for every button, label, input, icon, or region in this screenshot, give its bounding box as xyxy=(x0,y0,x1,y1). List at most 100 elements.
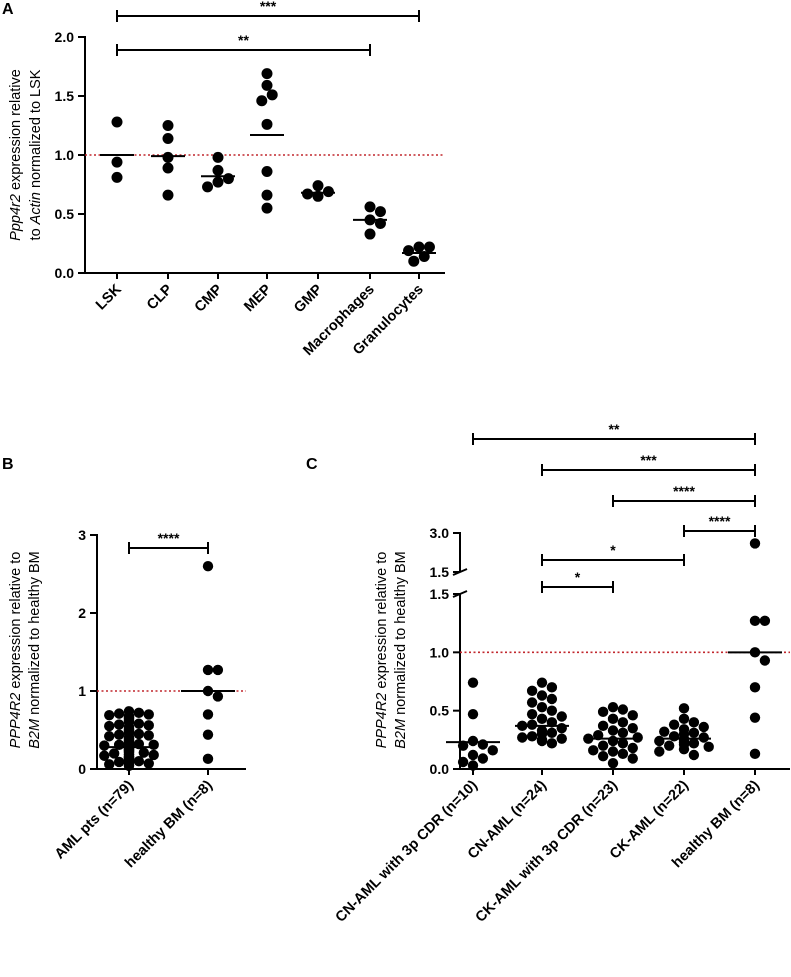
panel-c-ytick-lower-label-0-5: 0.5 xyxy=(430,703,450,719)
panel-c-sig-label-3: **** xyxy=(709,513,731,529)
panel-c-ytick-lower-label-0-0: 0.0 xyxy=(430,761,450,777)
panel-c-dot-cn-aml-with-3p-cdr-n-10-9 xyxy=(467,760,479,771)
panel-c-dot-ck-aml-with-3p-cdr-n-23-2 xyxy=(597,706,609,718)
panel-b-dot-aml-pts-n-79-28 xyxy=(104,731,115,742)
panel-b-ytick-label-2: 2 xyxy=(78,605,86,621)
panel-c-dot-healthy-bm-n-8-7 xyxy=(749,748,761,760)
panel-c-dot-cn-aml-n-24-22 xyxy=(536,735,548,747)
panel-b-dot-aml-pts-n-79-41 xyxy=(148,739,159,751)
panel-c-dot-cn-aml-n-24-4 xyxy=(546,693,558,705)
panel-b-plot: 0 1 2 3 **** AML pts (n=79)healthy BM (n=8) xyxy=(52,527,246,871)
panel-a-ylabel-gene: Ppp4r2 xyxy=(8,194,24,241)
panel-a-label: A xyxy=(2,1,14,18)
panel-b-sig-label-0: **** xyxy=(158,530,180,546)
panel-c-dot-healthy-bm-n-8-6 xyxy=(749,712,761,723)
panel-c-dot-ck-aml-n-22-6 xyxy=(659,726,670,737)
panel-a-dot-mep-1 xyxy=(261,79,273,91)
panel-a-dot-cmp-3 xyxy=(212,176,224,188)
panel-c-dot-cn-aml-n-24-2 xyxy=(526,685,538,697)
panel-b-dot-aml-pts-n-79-3 xyxy=(143,709,154,720)
panel-c-sig-label-0: ** xyxy=(609,421,620,437)
panel-c-dot-cn-aml-n-24-10 xyxy=(536,713,548,725)
panel-c-dot-healthy-bm-n-8-4 xyxy=(759,655,771,666)
panel-c-dot-ck-aml-with-3p-cdr-n-23-14 xyxy=(617,738,629,749)
panel-a-dot-granulocytes-0 xyxy=(413,241,425,253)
panel-c-dot-ck-aml-with-3p-cdr-n-23-13 xyxy=(607,735,619,747)
panel-b-dot-aml-pts-n-79-15 xyxy=(143,720,154,731)
panel-c-dot-ck-aml-with-3p-cdr-n-23-15 xyxy=(597,740,609,751)
panel-c-dot-ck-aml-with-3p-cdr-n-23-1 xyxy=(617,704,629,715)
panel-b-ylabel-text1: expression relative to xyxy=(8,552,24,693)
panel-b-dot-aml-pts-n-79-61 xyxy=(99,750,110,761)
panel-c-dot-ck-aml-with-3p-cdr-n-23-8 xyxy=(607,725,619,736)
panel-c-dot-cn-aml-n-24-23 xyxy=(546,738,558,749)
panel-b-dot-aml-pts-n-79-57 xyxy=(108,748,120,759)
panel-c-dot-cn-aml-n-24-7 xyxy=(546,705,558,716)
panel-a-dot-clp-0 xyxy=(162,120,174,131)
panel-b-ytick-label-3: 3 xyxy=(78,527,86,543)
panel-c-sig-label-2: **** xyxy=(673,483,695,499)
panel-c-dot-ck-aml-with-3p-cdr-n-23-0 xyxy=(607,701,619,713)
panel-c-ytick-lower-label-1-5: 1.5 xyxy=(430,586,450,602)
panel-a-category-clp: CLP xyxy=(144,281,176,313)
panel-a-category-mep: MEP xyxy=(241,281,275,315)
panel-b-dot-aml-pts-n-79-75 xyxy=(143,758,154,769)
panel-b-dot-healthy-bm-n-8-4 xyxy=(212,691,224,702)
panel-b-dot-aml-pts-n-79-14 xyxy=(113,719,125,730)
panel-c-dot-ck-aml-with-3p-cdr-n-23-21 xyxy=(627,753,638,764)
panel-a-dot-mep-4 xyxy=(261,118,273,130)
panel-a-dot-mep-2 xyxy=(266,89,278,101)
panel-a-ytick-label-1-0: 1.0 xyxy=(55,147,75,163)
panel-c-ylabel-text1: expression relative to xyxy=(374,552,390,693)
panel-c-dot-ck-aml-n-22-2 xyxy=(688,717,700,728)
panel-c-dot-cn-aml-with-3p-cdr-n-10-2 xyxy=(477,739,489,750)
panel-b-category-healthy-bm-n-8: healthy BM (n=8) xyxy=(122,777,216,871)
panel-c-dot-healthy-bm-n-8-0 xyxy=(749,538,761,549)
panel-c-dot-cn-aml-n-24-6 xyxy=(536,701,548,713)
panel-c-dot-ck-aml-n-22-17 xyxy=(663,740,675,751)
panel-b-dot-aml-pts-n-79-25 xyxy=(133,728,145,740)
panel-a-ylabel-line1: Ppp4r2 expression relative xyxy=(8,69,24,241)
panel-a-dot-cmp-4 xyxy=(202,181,214,193)
panel-a-dot-lsk-0 xyxy=(111,116,123,128)
panel-c-dot-ck-aml-with-3p-cdr-n-23-7 xyxy=(627,722,638,734)
panel-a-dot-clp-3 xyxy=(162,162,174,174)
panel-b-dot-aml-pts-n-79-26 xyxy=(113,729,125,740)
panel-c-dot-ck-aml-n-22-18 xyxy=(703,741,714,753)
panel-c-dot-ck-aml-with-3p-cdr-n-23-22 xyxy=(607,757,619,769)
panel-a-sig-label-1: ** xyxy=(238,32,249,48)
panel-c-sig-label-1: *** xyxy=(640,452,657,468)
panel-a-dot-lsk-2 xyxy=(111,171,123,183)
panel-c-dot-ck-aml-with-3p-cdr-n-23-3 xyxy=(627,710,638,721)
panel-b-dot-healthy-bm-n-8-5 xyxy=(202,709,214,720)
panel-b-dot-aml-pts-n-79-60 xyxy=(148,749,159,761)
panel-c-dot-ck-aml-with-3p-cdr-n-23-6 xyxy=(597,720,609,732)
panel-a-ylabel-text1: expression relative xyxy=(8,69,24,194)
panel-b-dot-healthy-bm-n-8-0 xyxy=(202,561,214,572)
panel-b-dot-healthy-bm-n-8-6 xyxy=(202,729,214,740)
panel-c-dot-ck-aml-with-3p-cdr-n-23-17 xyxy=(588,745,599,756)
panel-a-dot-gmp-1 xyxy=(322,186,334,198)
panel-a-ylabel-line2: to Actin normalized to LSK xyxy=(28,69,44,240)
panel-a-category-gmp: GMP xyxy=(291,281,326,316)
panel-a-dot-macrophages-1 xyxy=(374,206,386,218)
panel-b-ylabel-gene: PPP4R2 xyxy=(8,693,24,749)
panel-b-dot-aml-pts-n-79-73 xyxy=(113,756,125,768)
panel-c-dot-cn-aml-with-3p-cdr-n-10-8 xyxy=(457,756,469,768)
panel-c-dot-cn-aml-n-24-18 xyxy=(526,731,538,742)
panel-a-dot-mep-6 xyxy=(261,189,273,201)
panel-c-dot-cn-aml-n-24-3 xyxy=(536,690,548,701)
panel-a-dot-clp-4 xyxy=(162,189,174,201)
panel-a-dot-granulocytes-2 xyxy=(403,245,415,257)
panel-b-dot-healthy-bm-n-8-2 xyxy=(212,664,224,676)
panel-c-dot-cn-aml-n-24-19 xyxy=(517,732,528,743)
panel-a-dot-mep-0 xyxy=(261,68,273,80)
panel-b-dot-aml-pts-n-79-13 xyxy=(133,718,145,729)
panel-c-dot-healthy-bm-n-8-2 xyxy=(759,615,771,627)
panel-c-dot-ck-aml-n-22-19 xyxy=(678,743,690,755)
panel-c-dot-cn-aml-n-24-9 xyxy=(556,711,567,722)
panel-c-dot-cn-aml-n-24-1 xyxy=(546,682,558,693)
panel-a-ylabel-actin: Actin xyxy=(28,192,44,225)
panel-c-dot-cn-aml-n-24-20 xyxy=(556,733,567,744)
